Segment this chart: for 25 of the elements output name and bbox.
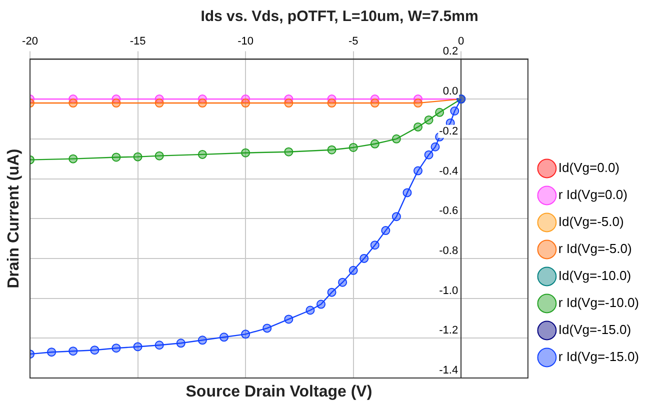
legend-label: Id(Vg=-15.0) <box>558 322 632 338</box>
y-tick-label: -0.6 <box>439 205 458 218</box>
x-tick-label: -20 <box>22 36 38 48</box>
legend-label: Id(Vg=-10.0) <box>558 268 632 284</box>
chart-title: Ids vs. Vds, pOTFT, L=10um, W=7.5mm <box>200 8 478 26</box>
y-tick-label: -1.4 <box>439 364 458 377</box>
y-tick-label: -0.8 <box>439 244 458 257</box>
x-tick-label: -15 <box>130 36 146 48</box>
legend-label: r Id(Vg=0.0) <box>558 187 628 202</box>
y-tick-label: -0.2 <box>439 125 458 138</box>
y-axis-title: Drain Current (uA) <box>5 148 22 288</box>
legend-label: r Id(Vg=-10.0) <box>558 295 640 310</box>
y-tick-label: -1.0 <box>439 284 458 297</box>
legend-label: r Id(Vg=-5.0) <box>558 241 632 256</box>
x-axis-title: Source Drain Voltage (V) <box>186 383 372 400</box>
legend-label: r Id(Vg=-15.0) <box>558 349 640 364</box>
x-tick-label: -5 <box>348 36 358 48</box>
y-tick-label: -0.4 <box>439 165 458 178</box>
legend-label: Id(Vg=0.0) <box>558 160 620 176</box>
x-tick-label: -10 <box>238 36 254 48</box>
y-tick-label: -1.2 <box>439 324 458 337</box>
x-tick-label: 0 <box>458 36 464 48</box>
y-tick-label: 0.0 <box>442 86 458 98</box>
y-tick-label: 0.2 <box>442 46 458 58</box>
legend-label: Id(Vg=-5.0) <box>558 214 624 230</box>
